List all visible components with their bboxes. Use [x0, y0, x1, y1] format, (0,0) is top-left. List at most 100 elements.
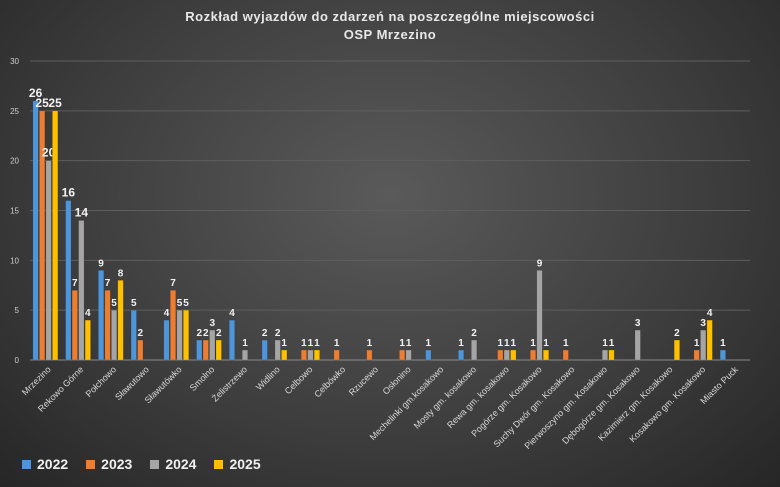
- data-label: 1: [314, 338, 320, 349]
- bar-2024: [241, 349, 248, 361]
- x-tick-label: Mosty gm. kosakowo: [412, 364, 478, 430]
- data-label: 2: [262, 328, 268, 339]
- data-label: 5: [111, 298, 117, 309]
- chart-subtitle: OSP Mrzezino: [343, 27, 437, 42]
- data-label: 1: [399, 338, 405, 349]
- bar-2024: [307, 349, 314, 361]
- x-tick-label: Celbowo: [283, 364, 315, 396]
- bar-2023: [562, 349, 569, 361]
- x-tick-label: Smolno: [188, 364, 217, 393]
- data-label: 5: [177, 298, 183, 309]
- bar-2023: [333, 349, 340, 361]
- bar-2022: [261, 339, 268, 361]
- bar-2022: [719, 349, 726, 361]
- y-tick-label: 25: [10, 107, 19, 116]
- bar-2022: [425, 349, 432, 361]
- data-label: 1: [242, 338, 248, 349]
- legend-label: 2022: [37, 456, 69, 472]
- bar-2022: [130, 309, 137, 361]
- legend: 2022 2023 2024 2025: [22, 456, 261, 472]
- bar-2022: [65, 200, 72, 361]
- bar-2022: [163, 319, 170, 361]
- bar-2023: [693, 349, 700, 361]
- data-label: 1: [498, 338, 504, 349]
- bar-2023: [104, 289, 111, 361]
- bar-2023: [202, 339, 209, 361]
- data-label: 3: [635, 318, 641, 329]
- data-label: 5: [183, 298, 189, 309]
- bar-2024: [700, 329, 707, 361]
- x-tick-label: Celbówko: [312, 364, 347, 399]
- bar-2022: [196, 339, 203, 361]
- bar-2025: [608, 349, 615, 361]
- data-label: 1: [426, 338, 432, 349]
- data-label: 3: [209, 318, 215, 329]
- data-label: 7: [170, 278, 176, 289]
- data-label: 1: [334, 338, 340, 349]
- data-label: 1: [301, 338, 307, 349]
- bar-2025: [84, 319, 91, 361]
- data-label: 1: [367, 338, 373, 349]
- bar-2025: [673, 339, 680, 361]
- bar-2022: [228, 319, 235, 361]
- data-label: 20: [42, 146, 56, 160]
- data-label: 7: [105, 278, 111, 289]
- bar-2025: [183, 309, 190, 361]
- data-label: 9: [537, 258, 543, 269]
- data-label: 1: [308, 338, 314, 349]
- bar-2023: [39, 110, 46, 361]
- data-label: 2: [196, 328, 202, 339]
- x-tick-label: Żelistrzewo: [210, 364, 249, 403]
- data-label: 1: [543, 338, 549, 349]
- data-label: 1: [530, 338, 536, 349]
- x-tick-label: Widlino: [254, 364, 282, 392]
- legend-label: 2025: [229, 456, 261, 472]
- bar-2022: [98, 270, 105, 361]
- bar-2023: [137, 339, 144, 361]
- bar-2022: [32, 100, 39, 361]
- y-tick-label: 10: [10, 256, 19, 265]
- bar-2023: [170, 289, 177, 361]
- bar-2023: [71, 289, 78, 361]
- bar-2024: [274, 339, 281, 361]
- chart-title: Rozkład wyjazdów do zdarzeń na poszczegó…: [185, 9, 595, 24]
- bar-2025: [543, 349, 550, 361]
- data-label: 1: [458, 338, 464, 349]
- data-label: 1: [720, 338, 726, 349]
- bar-2024: [601, 349, 608, 361]
- legend-swatch: [86, 459, 96, 469]
- data-label: 4: [85, 308, 91, 319]
- y-tick-label: 20: [10, 157, 19, 166]
- x-tick-label: Rewa gm. kosakowo: [445, 364, 511, 430]
- data-label: 14: [75, 205, 89, 219]
- data-label: 2: [674, 328, 680, 339]
- y-tick-label: 30: [10, 57, 19, 66]
- data-label: 4: [229, 308, 235, 319]
- bar-2024: [176, 309, 183, 361]
- bar-2025: [215, 339, 222, 361]
- bar-2025: [117, 280, 124, 361]
- data-label: 1: [602, 338, 608, 349]
- bar-2024: [503, 349, 510, 361]
- bar-2023: [366, 349, 373, 361]
- bar-2025: [281, 349, 288, 361]
- bar-2025: [510, 349, 517, 361]
- bar-2023: [497, 349, 504, 361]
- y-tick-label: 5: [15, 306, 20, 315]
- data-label: 2: [138, 328, 144, 339]
- legend-swatch: [22, 459, 31, 469]
- x-tick-label: Rzucewo: [347, 364, 380, 397]
- data-label: 1: [406, 338, 412, 349]
- bar-2024: [78, 220, 85, 361]
- data-label: 1: [504, 338, 510, 349]
- legend-label: 2024: [165, 456, 197, 472]
- data-label: 9: [98, 258, 104, 269]
- bar-2025: [706, 319, 713, 361]
- data-label: 2: [203, 328, 209, 339]
- data-label: 2: [471, 328, 477, 339]
- legend-item-2022: 2022: [22, 456, 68, 472]
- x-tick-label: Mrzezino: [20, 364, 53, 397]
- legend-item-2025: 2025: [214, 456, 261, 472]
- data-label: 25: [48, 96, 62, 110]
